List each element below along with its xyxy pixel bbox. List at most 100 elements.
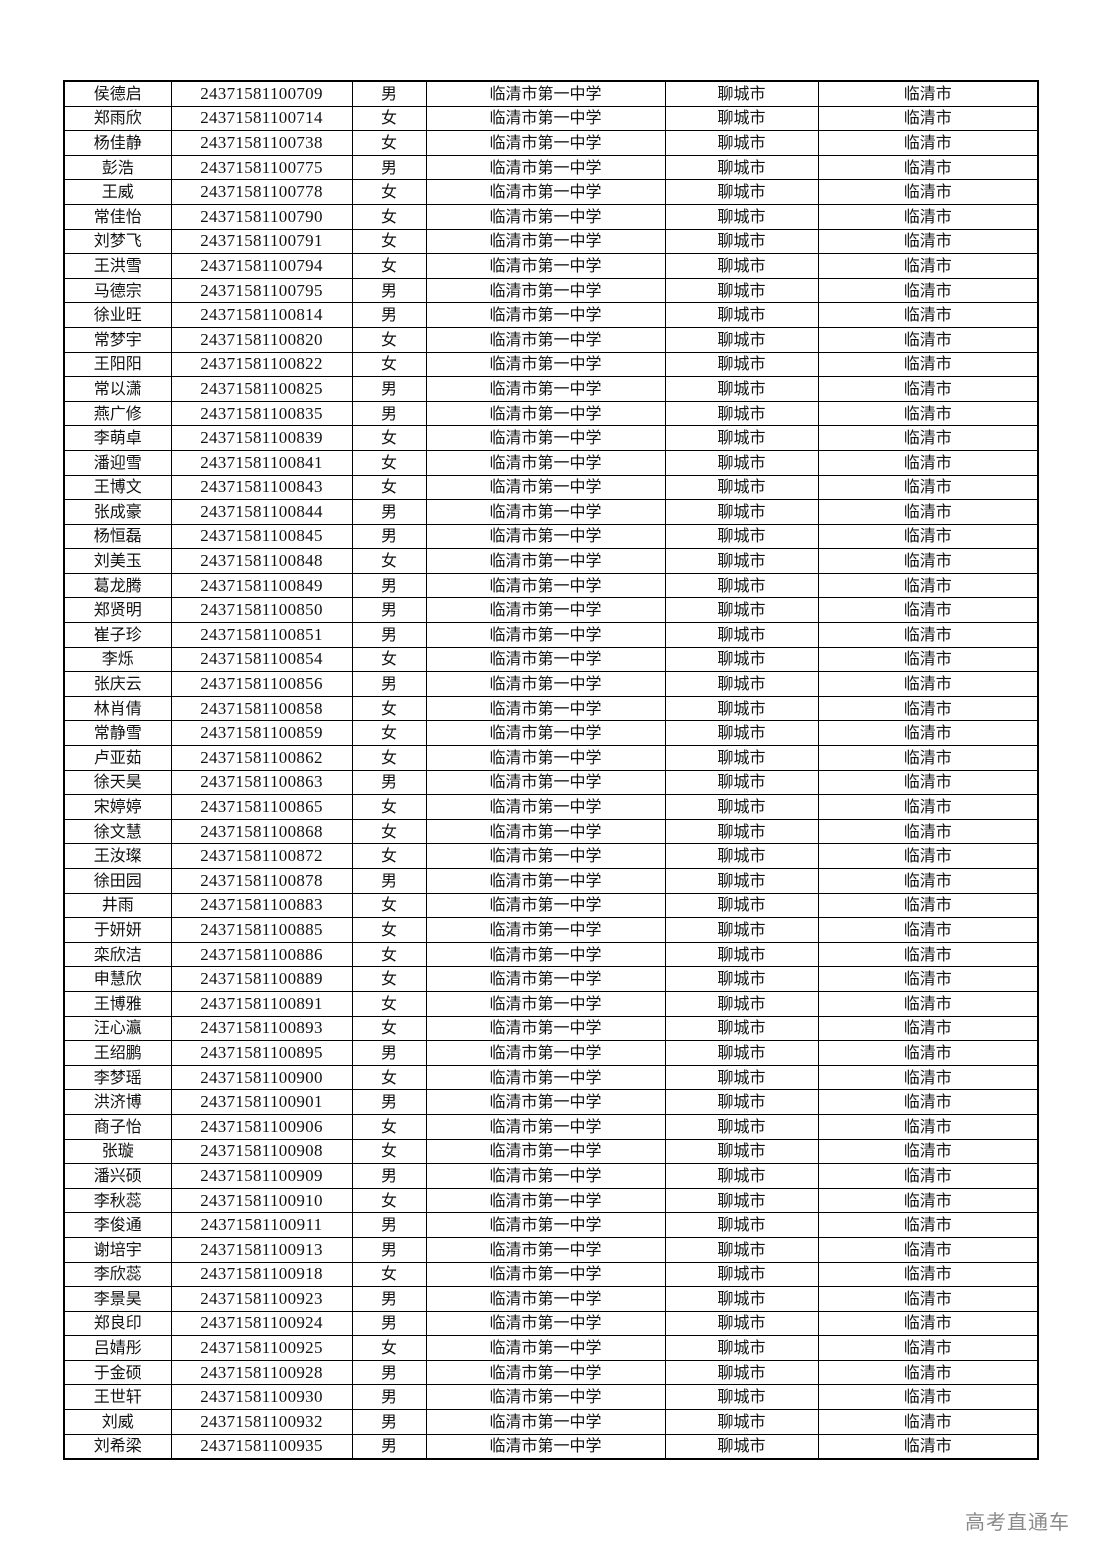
school-cell: 临清市第一中学	[425, 548, 666, 574]
school-cell: 临清市第一中学	[425, 302, 666, 328]
exam-id-cell: 24371581100883	[170, 892, 353, 919]
gender-cell: 女	[351, 843, 427, 869]
county-cell: 临清市	[817, 1113, 1039, 1140]
gender-cell: 女	[351, 794, 427, 820]
gender-cell: 男	[351, 376, 427, 402]
exam-id-cell: 24371581100906	[170, 1113, 353, 1140]
school-cell: 临清市第一中学	[425, 1015, 666, 1042]
city-cell: 聊城市	[664, 425, 819, 451]
gender-cell: 女	[351, 941, 427, 968]
table-row: 王绍鹏 24371581100895 男临清市第一中学 聊城市 临清市	[63, 1040, 1039, 1066]
gender-cell: 男	[351, 499, 427, 525]
county-cell: 临清市	[817, 474, 1039, 501]
city-cell: 聊城市	[664, 1187, 819, 1214]
table-row: 谢培宇 24371581100913 男临清市第一中学 聊城市 临清市	[63, 1236, 1039, 1263]
name-cell: 崔子珍	[63, 622, 172, 648]
name-cell: 常静雪	[63, 720, 172, 747]
gender-cell: 女	[351, 425, 427, 451]
county-cell: 临清市	[817, 1015, 1039, 1042]
gender-cell: 女	[351, 228, 427, 255]
name-cell: 刘美玉	[63, 548, 172, 574]
name-cell: 李梦瑶	[63, 1064, 172, 1091]
gender-cell: 女	[351, 966, 427, 992]
table-row: 林肖倩 24371581100858 女临清市第一中学 聊城市 临清市	[63, 695, 1039, 722]
exam-id-cell: 24371581100856	[170, 671, 353, 697]
watermark-text: 高考直通车	[965, 1510, 1070, 1534]
table-row: 井雨 24371581100883 女临清市第一中学 聊城市 临清市	[63, 892, 1039, 919]
county-cell: 临清市	[817, 720, 1039, 747]
gender-cell: 女	[351, 1138, 427, 1165]
school-cell: 临清市第一中学	[425, 597, 666, 624]
county-cell: 临清市	[817, 990, 1039, 1017]
name-cell: 王汝璨	[63, 843, 172, 869]
exam-id-cell: 24371581100925	[170, 1335, 353, 1361]
school-cell: 临清市第一中学	[425, 769, 666, 796]
name-cell: 常梦宇	[63, 326, 172, 353]
roster-body: 侯德启 24371581100709 男临清市第一中学 聊城市 临清市 郑雨欣 243715…	[63, 80, 1039, 1460]
city-cell: 聊城市	[664, 745, 819, 771]
county-cell: 临清市	[817, 1040, 1039, 1066]
school-cell: 临清市第一中学	[425, 253, 666, 279]
table-row: 王汝璨 24371581100872 女临清市第一中学 聊城市 临清市	[63, 843, 1039, 869]
name-cell: 徐田园	[63, 868, 172, 894]
exam-id-cell: 24371581100795	[170, 277, 353, 304]
gender-cell: 男	[351, 1433, 427, 1460]
name-cell: 李秋蕊	[63, 1187, 172, 1214]
school-cell: 临清市第一中学	[425, 523, 666, 550]
gender-cell: 女	[351, 548, 427, 574]
county-cell: 临清市	[817, 1335, 1039, 1361]
exam-id-cell: 24371581100791	[170, 228, 353, 255]
exam-id-cell: 24371581100851	[170, 622, 353, 648]
exam-id-cell: 24371581100901	[170, 1089, 353, 1115]
school-cell: 临清市第一中学	[425, 1163, 666, 1189]
name-cell: 马德宗	[63, 277, 172, 304]
county-cell: 临清市	[817, 745, 1039, 771]
county-cell: 临清市	[817, 1359, 1039, 1386]
exam-id-cell: 24371581100924	[170, 1310, 353, 1337]
county-cell: 临清市	[817, 1384, 1039, 1411]
city-cell: 聊城市	[664, 105, 819, 132]
exam-id-cell: 24371581100850	[170, 597, 353, 624]
city-cell: 聊城市	[664, 80, 819, 107]
name-cell: 刘梦飞	[63, 228, 172, 255]
name-cell: 谢培宇	[63, 1236, 172, 1263]
table-row: 于金硕 24371581100928 男临清市第一中学 聊城市 临清市	[63, 1359, 1039, 1386]
city-cell: 聊城市	[664, 1236, 819, 1263]
exam-id-cell: 24371581100775	[170, 154, 353, 181]
county-cell: 临清市	[817, 1138, 1039, 1165]
gender-cell: 女	[351, 449, 427, 476]
table-row: 杨佳静 24371581100738 女临清市第一中学 聊城市 临清市	[63, 130, 1039, 156]
school-cell: 临清市第一中学	[425, 449, 666, 476]
exam-id-cell: 24371581100865	[170, 794, 353, 820]
county-cell: 临清市	[817, 794, 1039, 820]
city-cell: 聊城市	[664, 695, 819, 722]
city-cell: 聊城市	[664, 326, 819, 353]
name-cell: 李俊通	[63, 1212, 172, 1238]
gender-cell: 男	[351, 622, 427, 648]
exam-id-cell: 24371581100878	[170, 868, 353, 894]
table-row: 侯德启 24371581100709 男临清市第一中学 聊城市 临清市	[63, 80, 1039, 107]
table-row: 潘兴硕 24371581100909 男临清市第一中学 聊城市 临清市	[63, 1163, 1039, 1189]
table-row: 宋婷婷 24371581100865 女临清市第一中学 聊城市 临清市	[63, 794, 1039, 820]
name-cell: 王阳阳	[63, 351, 172, 378]
name-cell: 燕广修	[63, 400, 172, 427]
county-cell: 临清市	[817, 941, 1039, 968]
table-row: 潘迎雪 24371581100841 女临清市第一中学 聊城市 临清市	[63, 449, 1039, 476]
table-row: 郑贤明 24371581100850 男临清市第一中学 聊城市 临清市	[63, 597, 1039, 624]
school-cell: 临清市第一中学	[425, 1409, 666, 1435]
city-cell: 聊城市	[664, 376, 819, 402]
exam-id-cell: 24371581100843	[170, 474, 353, 501]
gender-cell: 男	[351, 400, 427, 427]
county-cell: 临清市	[817, 277, 1039, 304]
gender-cell: 男	[351, 523, 427, 550]
county-cell: 临清市	[817, 1163, 1039, 1189]
school-cell: 临清市第一中学	[425, 1286, 666, 1312]
name-cell: 常以潇	[63, 376, 172, 402]
city-cell: 聊城市	[664, 1335, 819, 1361]
table-row: 申慧欣 24371581100889 女临清市第一中学 聊城市 临清市	[63, 966, 1039, 992]
school-cell: 临清市第一中学	[425, 351, 666, 378]
name-cell: 徐天昊	[63, 769, 172, 796]
county-cell: 临清市	[817, 499, 1039, 525]
school-cell: 临清市第一中学	[425, 818, 666, 845]
county-cell: 临清市	[817, 1236, 1039, 1263]
